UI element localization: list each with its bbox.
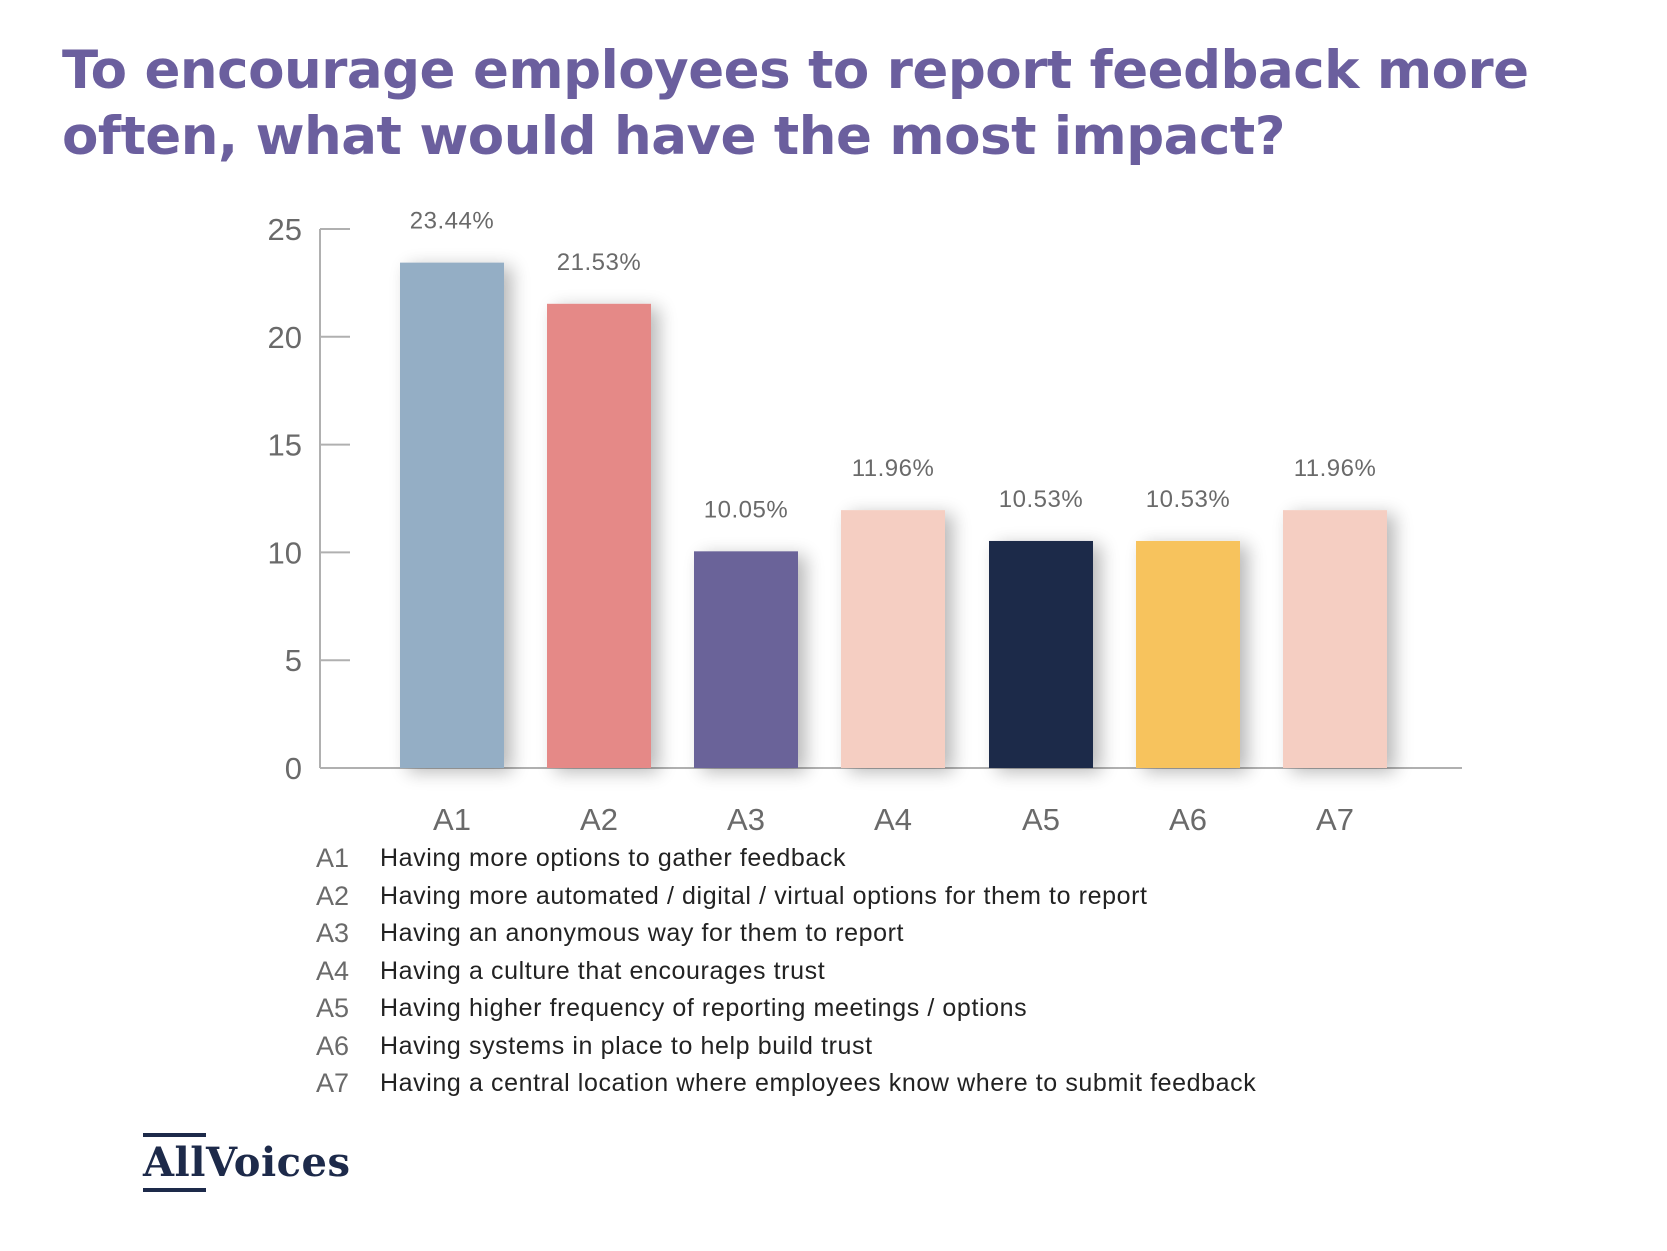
value-label: 10.05% [704,496,788,523]
value-label: 11.96% [1294,455,1377,482]
legend-key: A4 [316,955,350,986]
value-label: 10.53% [999,486,1083,513]
value-label: 23.44% [410,208,494,235]
legend-item: A4 Having a culture that encourages trust [316,953,1516,991]
bar-a2 [547,303,651,768]
legend-item: A2 Having more automated / digital / virt… [316,878,1516,916]
legend-item: A1 Having more options to gather feedback [316,840,1516,878]
legend-key: A3 [316,918,350,949]
y-tick-label: 10 [268,535,302,570]
x-tick-label: A7 [1316,802,1354,837]
bar-a6 [1136,540,1240,768]
logo-text-voices: Voices [205,1138,351,1186]
value-label: 11.96% [852,455,935,482]
legend-key: A1 [316,843,350,874]
legend-item: A5 Having higher frequency of reporting m… [316,990,1516,1028]
legend-item: A7 Having a central location where employ… [316,1065,1516,1103]
legend-key: A5 [316,993,350,1024]
value-label: 10.53% [1146,486,1230,513]
x-tick-label: A6 [1169,802,1207,837]
x-tick-label: A4 [874,802,912,837]
legend-text: Having an anonymous way for them to repo… [380,919,905,948]
legend-text: Having more options to gather feedback [380,844,847,873]
legend-item: A6 Having systems in place to help build … [316,1028,1516,1066]
chart-title: To encourage employees to report feedbac… [62,40,1529,167]
legend-text: Having a central location where employee… [380,1069,1257,1098]
y-tick-label: 25 [268,212,302,247]
legend-key: A6 [316,1030,350,1061]
y-tick-label: 5 [285,643,302,678]
y-tick-label: 15 [268,428,302,463]
legend-item: A3 Having an anonymous way for them to re… [316,915,1516,953]
x-tick-label: A2 [580,802,618,837]
bar-a4 [841,510,945,768]
legend-key: A7 [316,1068,350,1099]
legend-text: Having higher frequency of reporting mee… [380,994,1028,1023]
allvoices-logo: All Voices [143,1132,351,1192]
value-label: 21.53% [557,249,641,276]
y-tick-label: 0 [285,751,302,786]
legend-text: Having more automated / digital / virtua… [380,881,1148,910]
legend-key: A2 [316,880,350,911]
x-tick-label: A1 [433,802,471,837]
x-tick-label: A3 [727,802,765,837]
bar-a1 [400,262,504,768]
legend-text: Having systems in place to help build tr… [380,1031,873,1060]
bar-a5 [989,540,1093,768]
bar-a7 [1283,510,1387,768]
logo-text-all: All [143,1132,206,1192]
y-tick-label: 20 [268,320,302,355]
legend: A1 Having more options to gather feedback… [316,840,1516,1103]
legend-text: Having a culture that encourages trust [380,956,826,985]
x-tick-label: A5 [1022,802,1060,837]
bar-a3 [694,551,798,768]
